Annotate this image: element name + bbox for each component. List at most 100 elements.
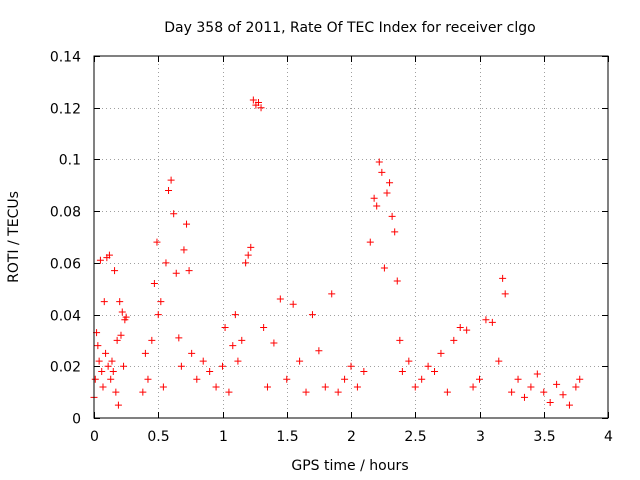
data-point (559, 391, 567, 399)
data-point (353, 383, 361, 391)
data-point (109, 367, 117, 375)
data-point (167, 176, 175, 184)
x-tick-label: 0 (90, 429, 99, 445)
y-tick-label: 0 (72, 412, 81, 428)
data-point (469, 383, 477, 391)
data-point (139, 388, 147, 396)
data-point (104, 362, 112, 370)
data-point (105, 251, 113, 259)
data-point (94, 342, 102, 350)
data-point (96, 256, 104, 264)
data-point (488, 318, 496, 326)
data-point (120, 362, 128, 370)
data-point (199, 357, 207, 365)
data-points (90, 96, 584, 409)
data-point (238, 336, 246, 344)
data-point (296, 357, 304, 365)
data-point (247, 243, 255, 251)
data-point (107, 375, 115, 383)
data-point (443, 388, 451, 396)
y-tick-label: 0.04 (50, 309, 81, 325)
data-point (113, 336, 121, 344)
data-point (170, 210, 178, 218)
data-point (398, 367, 406, 375)
data-point (437, 349, 445, 357)
x-tick-label: 1 (219, 429, 228, 445)
x-tick-label: 1.5 (276, 429, 298, 445)
data-point (302, 388, 310, 396)
data-point (225, 388, 233, 396)
data-point (572, 383, 580, 391)
data-point (370, 194, 378, 202)
data-point (533, 370, 541, 378)
x-tick-label: 4 (604, 429, 613, 445)
y-tick-label: 0.06 (50, 257, 81, 273)
data-point (144, 375, 152, 383)
data-point (229, 342, 237, 350)
data-point (154, 311, 162, 319)
data-point (180, 246, 188, 254)
data-point (508, 388, 516, 396)
data-point (315, 347, 323, 355)
data-point (375, 158, 383, 166)
data-point (95, 357, 103, 365)
data-point (463, 326, 471, 334)
grid (94, 56, 608, 418)
x-tick-label: 3.5 (533, 429, 555, 445)
data-point (91, 375, 99, 383)
data-point (242, 259, 250, 267)
data-point (283, 375, 291, 383)
data-point (341, 375, 349, 383)
data-point (102, 349, 110, 357)
data-point (565, 401, 573, 409)
data-point (276, 295, 284, 303)
data-point (391, 228, 399, 236)
data-point (431, 367, 439, 375)
data-point (373, 202, 381, 210)
data-point (388, 212, 396, 220)
data-point (177, 362, 185, 370)
data-point (386, 179, 394, 187)
data-point (456, 324, 464, 331)
data-point (520, 393, 528, 401)
data-point (321, 383, 329, 391)
data-point (576, 375, 584, 383)
data-point (553, 380, 561, 388)
x-tick-label: 2.5 (404, 429, 426, 445)
data-point (153, 238, 161, 246)
data-point (257, 104, 265, 112)
data-point (117, 331, 125, 339)
data-point (514, 375, 522, 383)
data-point (118, 308, 126, 316)
data-point (100, 298, 108, 306)
data-point (540, 388, 548, 396)
data-point (114, 401, 122, 409)
data-point (221, 324, 229, 331)
data-point (527, 383, 535, 391)
data-point (418, 375, 426, 383)
data-point (405, 357, 413, 365)
y-tick-label: 0.14 (50, 50, 81, 66)
data-point (141, 349, 149, 357)
data-point (393, 277, 401, 285)
data-point (482, 316, 490, 324)
data-point (206, 367, 214, 375)
data-point (289, 300, 297, 308)
data-point (162, 259, 170, 267)
data-point (116, 298, 124, 306)
y-tick-label: 0.12 (50, 102, 81, 118)
x-tick-label: 0.5 (147, 429, 169, 445)
data-point (249, 96, 257, 104)
data-point (308, 311, 316, 319)
data-point (347, 362, 355, 370)
data-point (254, 99, 262, 107)
data-point (424, 362, 432, 370)
data-point (234, 357, 242, 365)
data-point (328, 290, 336, 298)
data-point (175, 334, 183, 342)
data-point (260, 324, 268, 331)
data-point (360, 367, 368, 375)
data-point (378, 168, 386, 176)
y-axis-label: ROTI / TECUs (6, 191, 22, 283)
data-point (111, 267, 119, 275)
